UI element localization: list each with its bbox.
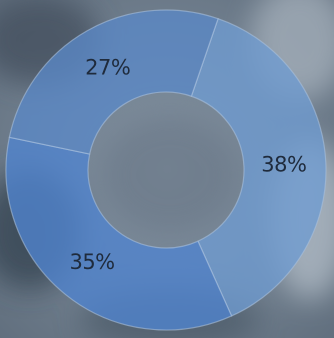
donut-slice-27 [8, 9, 219, 155]
slice-label-38: 38% [261, 153, 306, 177]
slice-label-35: 35% [69, 250, 114, 274]
donut-slices [5, 9, 327, 331]
donut-slice-35 [5, 136, 233, 331]
slice-labels: 38% 35% 27% [69, 55, 307, 274]
slice-label-27: 27% [85, 55, 130, 79]
donut-slice-38 [190, 17, 327, 317]
